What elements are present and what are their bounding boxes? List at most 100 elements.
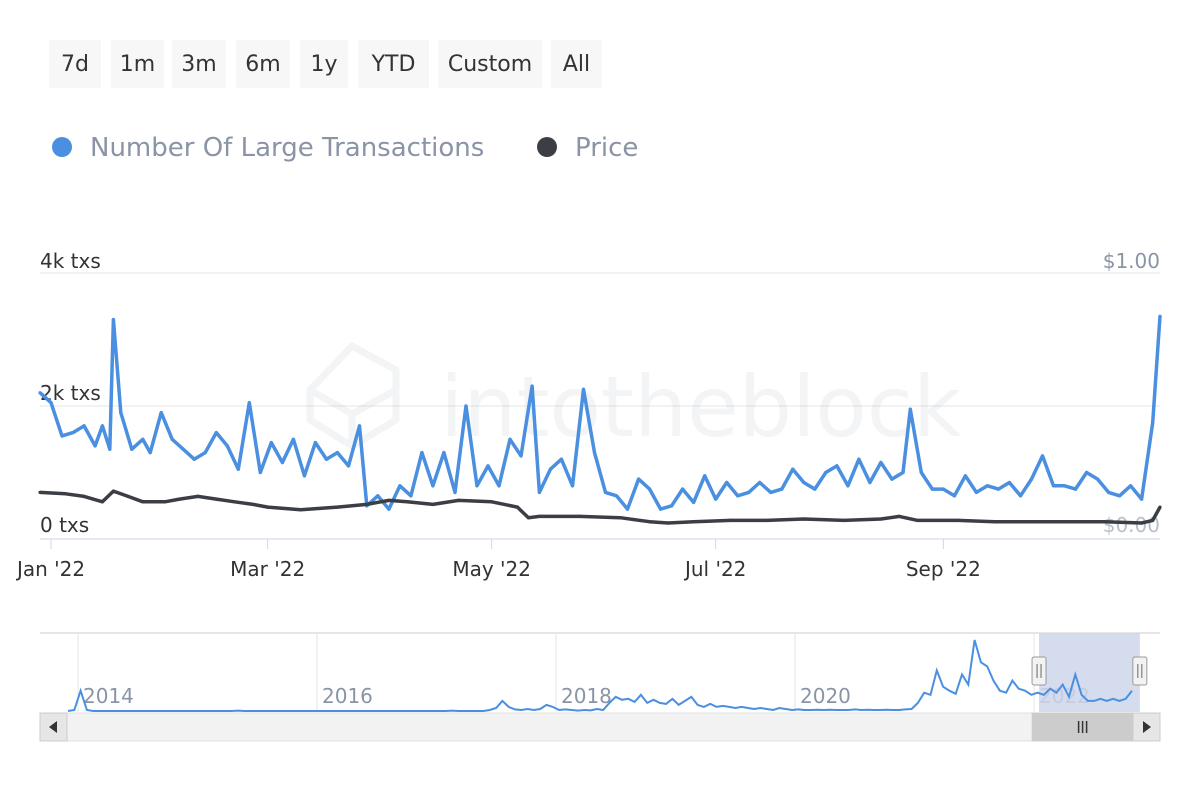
data-point-price xyxy=(1029,520,1034,524)
data-point-price xyxy=(1158,505,1162,509)
data-point-price xyxy=(765,518,769,523)
series-layer xyxy=(38,314,1162,525)
data-point-transactions xyxy=(648,487,652,491)
data-point-transactions xyxy=(1029,477,1034,481)
range-3m-button[interactable]: 3m xyxy=(172,40,226,88)
data-point-transactions xyxy=(537,490,542,494)
navigator-year-label: 2016 xyxy=(322,684,373,708)
scrollbar-track[interactable] xyxy=(39,712,1161,742)
navigator-handle-left[interactable] xyxy=(1031,656,1047,686)
data-point-price xyxy=(387,498,391,502)
data-point-transactions xyxy=(280,460,284,465)
data-point-price xyxy=(64,492,68,496)
data-point-transactions xyxy=(703,474,707,478)
data-point-transactions xyxy=(659,507,663,511)
data-point-transactions xyxy=(747,490,751,494)
y-axis-right: $1.00 $0.00 xyxy=(1103,249,1160,537)
legend-item-transactions[interactable]: Number Of Large Transactions xyxy=(52,133,484,163)
data-point-transactions xyxy=(559,457,564,461)
data-point-price xyxy=(126,494,130,498)
data-point-price xyxy=(163,500,167,504)
y-left-tick-label: 0 txs xyxy=(40,513,89,537)
scroll-right-button[interactable] xyxy=(1132,712,1161,742)
data-point-transactions xyxy=(714,497,718,501)
data-point-price xyxy=(490,500,494,504)
scrollbar[interactable] xyxy=(39,712,1161,742)
data-point-transactions xyxy=(908,407,912,411)
data-point-price xyxy=(648,520,652,524)
range-6m-button[interactable]: 6m xyxy=(236,40,290,88)
arrow-left-icon xyxy=(49,721,57,733)
arrow-right-icon xyxy=(1143,721,1151,733)
data-point-transactions xyxy=(247,401,251,405)
data-point-price xyxy=(897,514,901,519)
grid-lines xyxy=(40,272,1160,540)
data-point-transactions xyxy=(930,487,934,491)
x-tick-label: Mar '22 xyxy=(230,557,305,581)
data-point-transactions xyxy=(60,434,64,438)
data-point-price xyxy=(956,518,960,523)
data-point-transactions xyxy=(952,494,957,498)
x-tick-label: Jul '22 xyxy=(683,557,746,581)
data-point-transactions xyxy=(519,454,523,458)
data-point-price xyxy=(299,508,303,512)
legend-label-transactions: Number Of Large Transactions xyxy=(90,133,485,163)
data-point-transactions xyxy=(82,424,86,428)
range-1y-button[interactable]: 1y xyxy=(300,40,348,88)
legend-item-price[interactable]: Price xyxy=(537,133,638,163)
data-point-transactions xyxy=(1062,484,1067,488)
x-axis: Jan '22 Mar '22 May '22 Jul '22 Sep '22 xyxy=(15,539,981,581)
data-point-transactions xyxy=(1151,421,1155,425)
data-point-price xyxy=(1151,518,1155,523)
data-point-transactions xyxy=(1107,490,1111,494)
data-point-transactions xyxy=(592,451,597,455)
data-point-transactions xyxy=(824,470,828,475)
data-point-transactions xyxy=(302,474,306,478)
data-point-transactions xyxy=(431,484,435,488)
data-point-transactions xyxy=(879,460,883,465)
series-line-transactions xyxy=(38,316,1162,511)
data-point-transactions xyxy=(258,470,262,475)
data-point-transactions xyxy=(464,404,468,408)
range-all-button[interactable]: All xyxy=(551,40,602,88)
data-point-transactions xyxy=(625,507,630,511)
data-point-transactions xyxy=(846,484,850,488)
data-point-transactions xyxy=(1051,484,1056,488)
data-point-price xyxy=(457,498,461,502)
data-point-transactions xyxy=(313,441,317,445)
range-custom-button[interactable]: Custom xyxy=(438,40,542,88)
data-point-transactions xyxy=(1085,470,1089,475)
data-point-transactions xyxy=(1118,494,1122,498)
range-7d-button[interactable]: 7d xyxy=(49,40,101,88)
data-point-price xyxy=(233,500,237,504)
data-point-price xyxy=(335,505,339,509)
data-point-transactions xyxy=(581,387,586,391)
data-point-transactions xyxy=(508,437,512,441)
data-point-transactions xyxy=(93,444,97,448)
data-point-price xyxy=(177,497,182,501)
data-point-price xyxy=(1103,520,1107,524)
data-point-transactions xyxy=(681,487,685,491)
data-point-transactions xyxy=(497,484,501,488)
data-point-transactions xyxy=(769,490,773,494)
data-point-price xyxy=(515,505,520,509)
y-right-tick-label: $1.00 xyxy=(1103,249,1160,273)
data-point-transactions xyxy=(181,447,185,451)
range-ytd-button[interactable]: YTD xyxy=(358,40,429,88)
data-point-price xyxy=(251,502,255,506)
navigator: 20142016201820202022 xyxy=(40,632,1160,712)
data-point-transactions xyxy=(49,401,53,405)
data-point-transactions xyxy=(453,490,457,494)
data-point-transactions xyxy=(130,447,134,451)
navigator-handle-right[interactable] xyxy=(1132,656,1148,686)
data-point-transactions xyxy=(111,318,115,322)
data-point-transactions xyxy=(692,500,696,504)
data-point-transactions xyxy=(1158,314,1162,318)
data-point-transactions xyxy=(1007,480,1012,485)
range-1m-button[interactable]: 1m xyxy=(111,40,164,88)
data-point-price xyxy=(916,518,920,523)
data-point-transactions xyxy=(941,487,945,491)
data-point-transactions xyxy=(335,451,339,455)
data-point-price xyxy=(526,516,531,520)
data-point-transactions xyxy=(614,494,619,498)
